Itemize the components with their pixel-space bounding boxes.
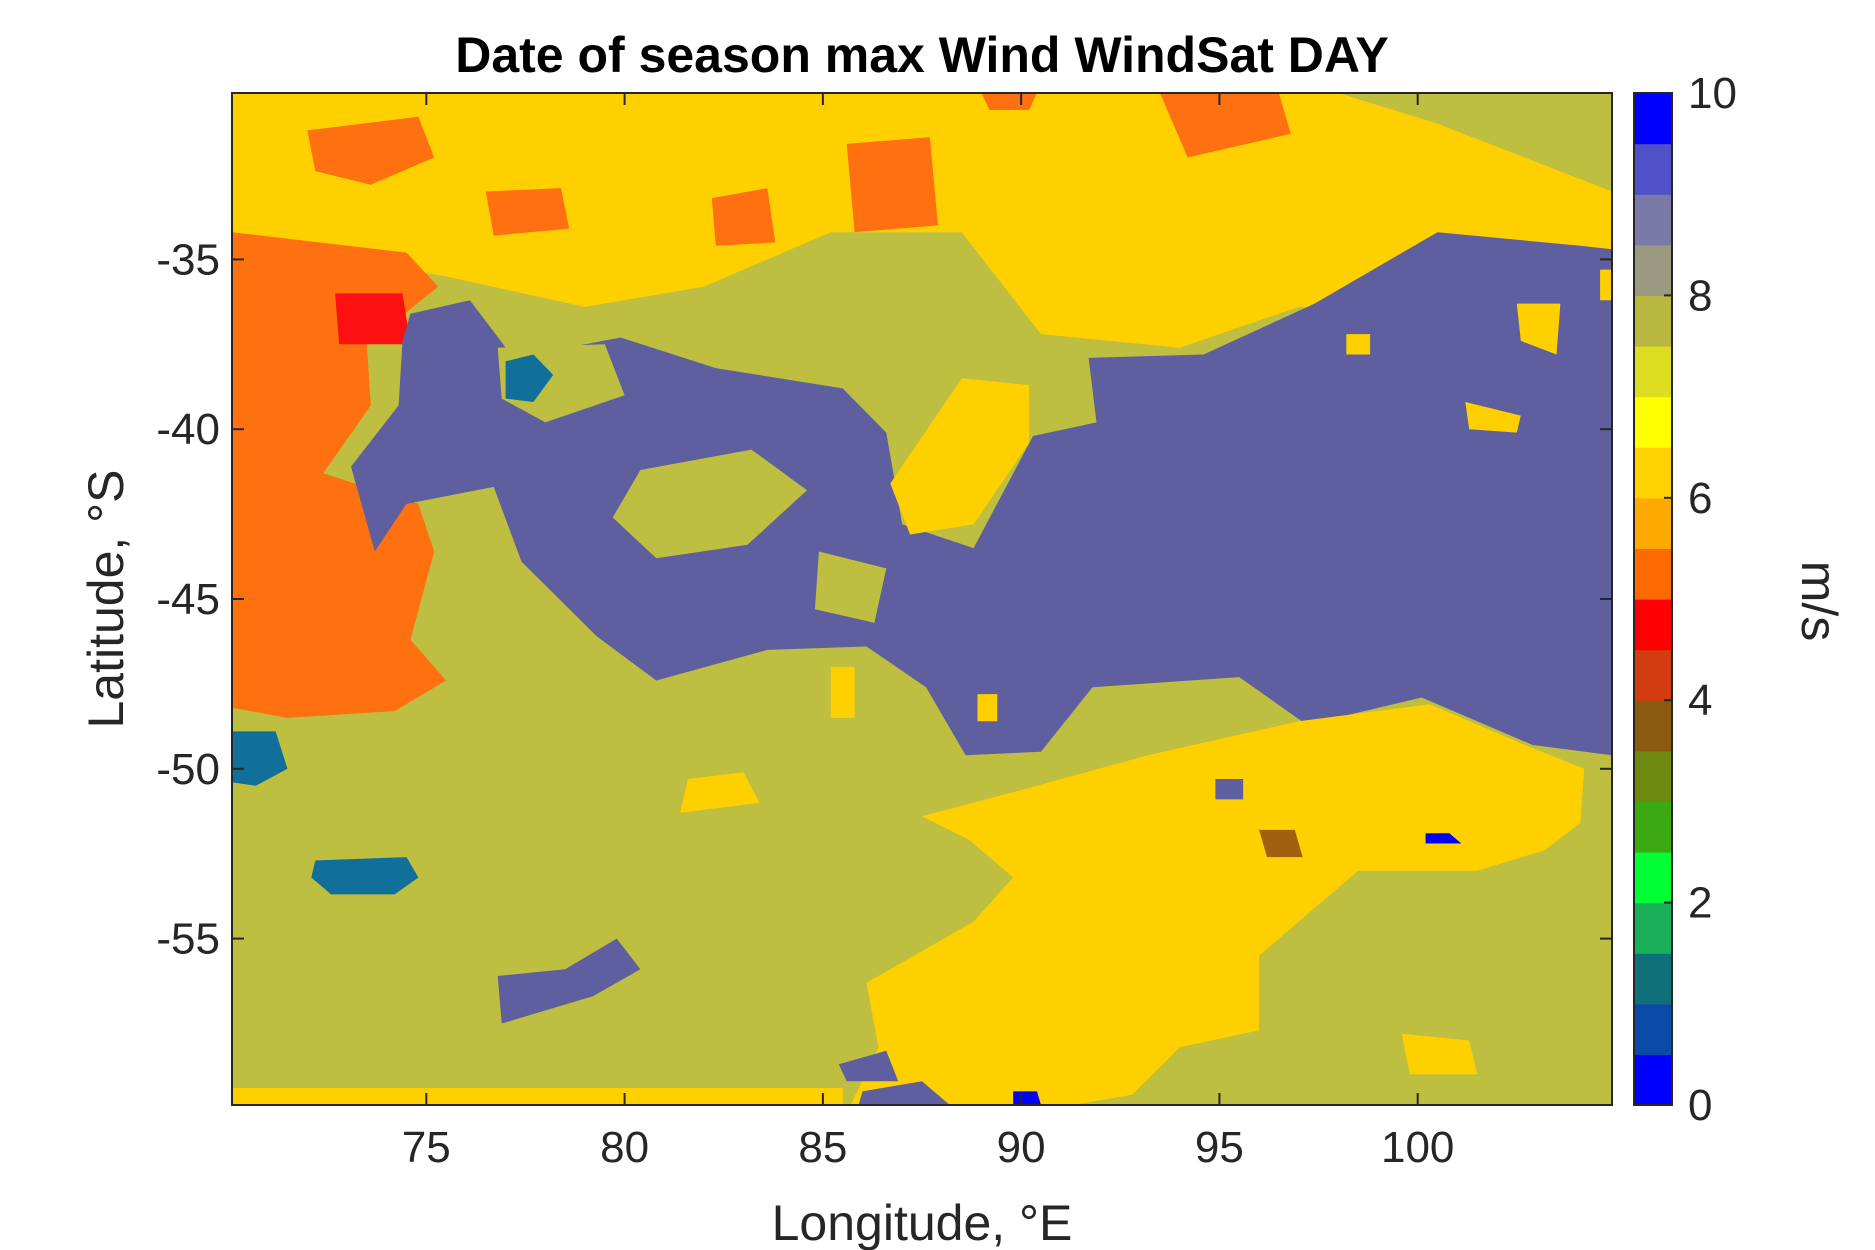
- heatmap-region-gold-23: [1401, 1033, 1478, 1075]
- colorbar-swatch: [1634, 497, 1672, 549]
- heatmap-region-gold-18: [1465, 402, 1521, 433]
- x-axis-label: Longitude, °E: [772, 1195, 1073, 1250]
- heatmap-region-gold-22: [850, 704, 1585, 1105]
- chart-title: Date of season max Wind WindSat DAY: [455, 27, 1389, 83]
- heatmap-region-gold-16: [1516, 303, 1561, 355]
- colorbar-swatch: [1634, 649, 1672, 701]
- heatmap-region-orange-2: [232, 232, 447, 718]
- heatmap-region-orange-5: [711, 188, 776, 246]
- y-axis-ticks: -35 -40 -45 -50 -55: [156, 235, 1612, 964]
- heatmap-region-gold-15: [1600, 269, 1612, 301]
- heatmap-region-orange-4: [485, 188, 570, 236]
- heatmap-region-gold-21: [680, 772, 760, 813]
- x-axis-ticks: 75 80 85 90 95 100: [402, 93, 1454, 1172]
- heatmap-region-gold-17: [1346, 334, 1371, 355]
- colorbar-tick-label: 2: [1688, 879, 1712, 928]
- colorbar-swatch: [1634, 953, 1672, 1005]
- heatmap-region-slate-25: [497, 938, 641, 1024]
- heatmap-region-teal-30: [232, 731, 288, 786]
- colorbar-swatch: [1634, 852, 1672, 904]
- colorbar-swatch: [1634, 548, 1672, 600]
- heatmap-region-olive-12: [612, 449, 807, 559]
- heatmap-region-gold-14: [890, 378, 1030, 535]
- heatmap-region-red-9: [335, 293, 411, 345]
- heatmap-region-olive-13: [814, 551, 887, 623]
- colorbar-swatch: [1634, 599, 1672, 651]
- heatmap-region-orange-8: [981, 93, 1037, 110]
- heatmap-region-blue-34: [1013, 1091, 1041, 1105]
- colorbar-swatch: [1634, 902, 1672, 954]
- colorbar-swatch: [1634, 143, 1672, 195]
- heatmap-region-gold-20: [830, 666, 855, 718]
- colorbar-tick-label: 8: [1688, 271, 1712, 320]
- heatmap-region-slate-28: [1215, 779, 1244, 800]
- colorbar-swatch: [1634, 194, 1672, 246]
- heatmap-region-teal-31: [311, 857, 419, 895]
- x-tick-label: 75: [402, 1123, 451, 1172]
- heatmap-region-brown-32: [1259, 829, 1303, 858]
- heatmap-region-slate-10: [351, 232, 1612, 756]
- colorbar-swatch: [1634, 447, 1672, 499]
- colorbar-swatch: [1634, 750, 1672, 802]
- colorbar-swatch: [1634, 801, 1672, 853]
- colorbar-swatch: [1634, 1054, 1672, 1106]
- heatmap-region-gold-19: [977, 694, 998, 722]
- x-tick-label: 85: [798, 1123, 847, 1172]
- heatmap-region-orange-6: [846, 137, 938, 233]
- heatmap-field: [232, 93, 1612, 1105]
- y-tick-label: -40: [156, 405, 220, 454]
- x-tick-label: 80: [600, 1123, 649, 1172]
- colorbar-tick-label: 6: [1688, 474, 1712, 523]
- colorbar-swatch: [1634, 244, 1672, 296]
- colorbar-swatch: [1634, 700, 1672, 752]
- colorbar: 0 2 4 6 8 10: [1633, 69, 1737, 1130]
- heatmap-region-orange-7: [1159, 93, 1291, 158]
- y-tick-label: -45: [156, 575, 220, 624]
- colorbar-tick-label: 10: [1688, 69, 1737, 118]
- y-tick-label: -55: [156, 915, 220, 964]
- x-tick-label: 95: [1195, 1123, 1244, 1172]
- colorbar-swatch: [1634, 295, 1672, 347]
- heatmap-region-slate-26: [838, 1050, 899, 1082]
- colorbar-swatch: [1634, 1003, 1672, 1055]
- colorbar-tick-label: 0: [1688, 1081, 1712, 1130]
- heatmap-region-orange-3: [307, 116, 435, 185]
- y-tick-label: -50: [156, 745, 220, 794]
- heatmap-region-gold-24: [232, 1088, 843, 1105]
- heatmap-region-blue-33: [1425, 833, 1462, 844]
- heatmap-region-slate-27: [858, 1081, 950, 1105]
- heatmap-region-teal-29: [505, 354, 554, 402]
- y-tick-label: -35: [156, 235, 220, 284]
- x-tick-label: 100: [1381, 1123, 1454, 1172]
- colorbar-swatch: [1634, 346, 1672, 398]
- x-tick-label: 90: [997, 1123, 1046, 1172]
- y-axis-label: Latitude, °S: [78, 469, 134, 728]
- colorbar-tick-label: 4: [1688, 676, 1712, 725]
- colorbar-swatch: [1634, 93, 1672, 145]
- colorbar-border: [1633, 92, 1673, 1106]
- colorbar-label: m/s: [1791, 561, 1847, 642]
- colorbar-swatch: [1634, 396, 1672, 448]
